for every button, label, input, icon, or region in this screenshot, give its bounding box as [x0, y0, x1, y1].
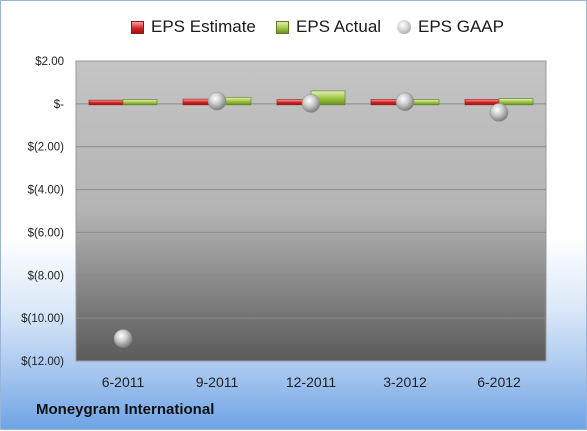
y-tick-label: $(4.00) — [28, 185, 65, 197]
x-tick-label: 6-2011 — [102, 374, 145, 390]
bar-eps-actual — [498, 98, 534, 106]
y-tick-label: $(8.00) — [28, 270, 65, 282]
legend-label-estimate: EPS Estimate — [151, 17, 256, 36]
x-tick-label: 6-2012 — [477, 374, 521, 390]
point-eps-gaap — [113, 329, 133, 348]
y-axis-ticks: $2.00 $- $(2.00) $(4.00) $(6.00) $(8.00) $(10.… — [21, 56, 64, 368]
y-tick-label: $(6.00) — [28, 227, 65, 239]
bar-eps-estimate — [88, 99, 124, 106]
gaap-points — [113, 91, 509, 348]
legend-item-gaap[interactable]: EPS GAAP — [397, 17, 504, 37]
x-axis-ticks: 6-2011 9-2011 12-2011 3-2012 6-2012 — [102, 374, 521, 390]
y-tick-label: $2.00 — [35, 56, 64, 68]
legend-item-estimate[interactable]: EPS Estimate — [131, 17, 256, 37]
point-eps-gaap — [301, 94, 321, 113]
bar-eps-actual — [122, 99, 158, 106]
legend: EPS Estimate EPS Actual EPS GAAP — [1, 17, 587, 41]
y-tick-label: $(10.00) — [21, 313, 64, 325]
y-tick-label: $- — [54, 99, 64, 111]
legend-label-gaap: EPS GAAP — [418, 17, 504, 36]
point-eps-gaap — [489, 103, 509, 122]
estimate-swatch-icon — [131, 20, 144, 34]
legend-item-actual[interactable]: EPS Actual — [276, 17, 381, 37]
point-eps-gaap — [395, 92, 415, 111]
actual-swatch-icon — [276, 20, 289, 34]
point-eps-gaap — [207, 91, 227, 111]
y-tick-label: $(12.00) — [21, 356, 64, 368]
y-tick-label: $(2.00) — [28, 142, 65, 154]
legend-label-actual: EPS Actual — [296, 17, 382, 36]
company-name: Moneygram International — [36, 401, 215, 418]
x-tick-label: 12-2011 — [286, 374, 337, 390]
x-tick-label: 9-2011 — [196, 374, 239, 390]
bar-eps-estimate — [464, 98, 500, 106]
bars — [88, 90, 534, 106]
gaap-marker-icon — [397, 20, 411, 34]
x-tick-label: 3-2012 — [383, 374, 427, 390]
